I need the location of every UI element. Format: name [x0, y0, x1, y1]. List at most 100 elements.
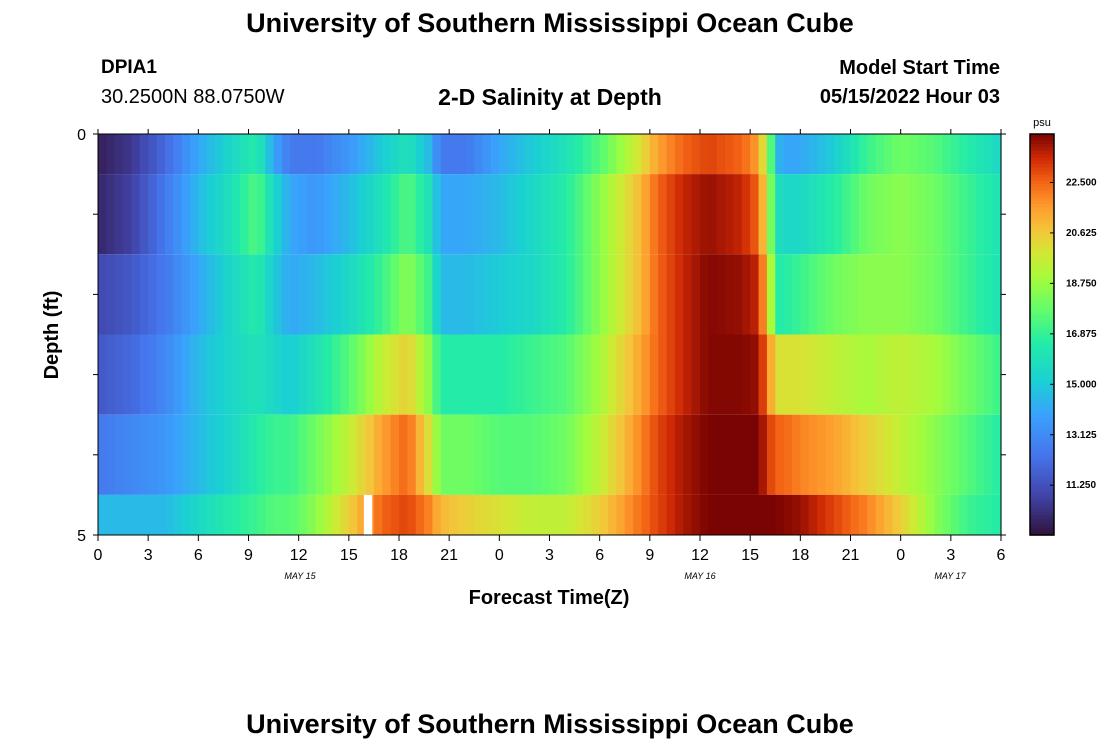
- heatmap-cell: [808, 134, 818, 175]
- heatmap-cell: [900, 174, 910, 255]
- y-tick-label: 0: [77, 127, 86, 144]
- heatmap-cell: [148, 414, 158, 495]
- heatmap-cell: [775, 494, 785, 535]
- heatmap-cell: [591, 494, 601, 535]
- heatmap-cell: [934, 254, 944, 335]
- heatmap-cell: [415, 254, 425, 335]
- heatmap-cell: [582, 494, 592, 535]
- heatmap-cell: [164, 174, 174, 255]
- heatmap-cell: [700, 134, 709, 175]
- heatmap-cell: [892, 494, 902, 535]
- heatmap-cell: [382, 334, 392, 415]
- heatmap-cell: [123, 174, 133, 255]
- heatmap-cell: [716, 494, 726, 535]
- heatmap-cell: [290, 174, 300, 255]
- colorbar-tick-label: 15.000: [1066, 379, 1097, 390]
- heatmap-cell: [541, 494, 551, 535]
- colorbar-segment: [1030, 220, 1054, 225]
- colorbar-segment: [1030, 137, 1054, 142]
- colorbar-segment: [1030, 301, 1054, 306]
- heatmap-cell: [557, 254, 567, 335]
- colorbar-segment: [1030, 164, 1054, 169]
- heatmap-cell: [833, 494, 843, 535]
- heatmap-cell: [649, 134, 659, 175]
- heatmap-cell: [114, 254, 124, 335]
- colorbar-segment: [1030, 157, 1054, 162]
- heatmap-cell: [181, 174, 191, 255]
- colorbar-segment: [1030, 438, 1054, 443]
- heatmap-cell: [942, 134, 952, 175]
- heatmap-cell: [549, 134, 559, 175]
- heatmap-cell: [975, 254, 985, 335]
- heatmap-cell: [524, 414, 534, 495]
- heatmap-cell: [992, 174, 1002, 255]
- heatmap-cell: [666, 174, 676, 255]
- heatmap-cell: [265, 334, 275, 415]
- heatmap-cell: [716, 254, 726, 335]
- colorbar-segment: [1030, 311, 1054, 316]
- heatmap-cell: [842, 334, 852, 415]
- heatmap-cell: [106, 414, 116, 495]
- heatmap-cell: [449, 174, 459, 255]
- heatmap-cell: [775, 134, 785, 175]
- heatmap-cell: [424, 334, 434, 415]
- heatmap-cell: [967, 334, 977, 415]
- heatmap-cell: [858, 254, 868, 335]
- heatmap-cell: [591, 134, 601, 175]
- heatmap-cell: [532, 254, 542, 335]
- heatmap-cell: [474, 254, 484, 335]
- heatmap-cell: [691, 494, 701, 535]
- heatmap-cell: [139, 174, 149, 255]
- x-tick-label: 18: [390, 547, 408, 564]
- heatmap-cell: [465, 134, 475, 175]
- heatmap-cell: [716, 174, 726, 255]
- heatmap-cell: [148, 254, 158, 335]
- colorbar-tick-label: 11.250: [1066, 480, 1096, 491]
- heatmap-cell: [173, 334, 183, 415]
- x-axis-label: Forecast Time(Z): [469, 587, 630, 609]
- heatmap-cell: [708, 174, 718, 255]
- colorbar-segment: [1030, 461, 1054, 466]
- heatmap-cell: [382, 174, 392, 255]
- colorbar-segment: [1030, 514, 1054, 519]
- heatmap-cell: [516, 254, 526, 335]
- heatmap-cell: [532, 414, 542, 495]
- colorbar-segment: [1030, 364, 1054, 369]
- heatmap-cell: [800, 334, 810, 415]
- heatmap-cell: [248, 134, 258, 175]
- date-label: MAY 17: [934, 571, 966, 581]
- heatmap-cell: [666, 334, 676, 415]
- heatmap-cell: [415, 494, 425, 535]
- colorbar-segment: [1030, 488, 1054, 493]
- heatmap-cell: [850, 134, 860, 175]
- heatmap-cell: [465, 254, 475, 335]
- heatmap-cell: [215, 494, 225, 535]
- heatmap-cell: [281, 494, 291, 535]
- heatmap-cell: [733, 174, 743, 255]
- heatmap-cell: [791, 494, 801, 535]
- x-tick-label: 6: [595, 547, 604, 564]
- heatmap-cell: [516, 334, 526, 415]
- heatmap-cell: [399, 254, 408, 335]
- y-tick-label: 5: [77, 528, 86, 545]
- heatmap-cell: [959, 134, 969, 175]
- heatmap-cell: [566, 134, 576, 175]
- heatmap-cell: [457, 174, 467, 255]
- heatmap-cell: [541, 334, 551, 415]
- heatmap-cell: [783, 334, 793, 415]
- heatmap-cell: [365, 174, 375, 255]
- colorbar-segment: [1030, 134, 1054, 138]
- heatmap-cell: [290, 334, 300, 415]
- colorbar-segment: [1030, 321, 1054, 326]
- colorbar-segment: [1030, 291, 1054, 295]
- heatmap-cell: [332, 134, 342, 175]
- colorbar-segment: [1030, 287, 1054, 292]
- heatmap-cell: [323, 494, 333, 535]
- heatmap-cell: [265, 134, 275, 175]
- heatmap-cell: [482, 254, 492, 335]
- heatmap-cell: [666, 254, 676, 335]
- heatmap-cell: [265, 174, 275, 255]
- heatmap-cell: [842, 414, 852, 495]
- heatmap-cell: [683, 334, 693, 415]
- heatmap-cell: [892, 414, 902, 495]
